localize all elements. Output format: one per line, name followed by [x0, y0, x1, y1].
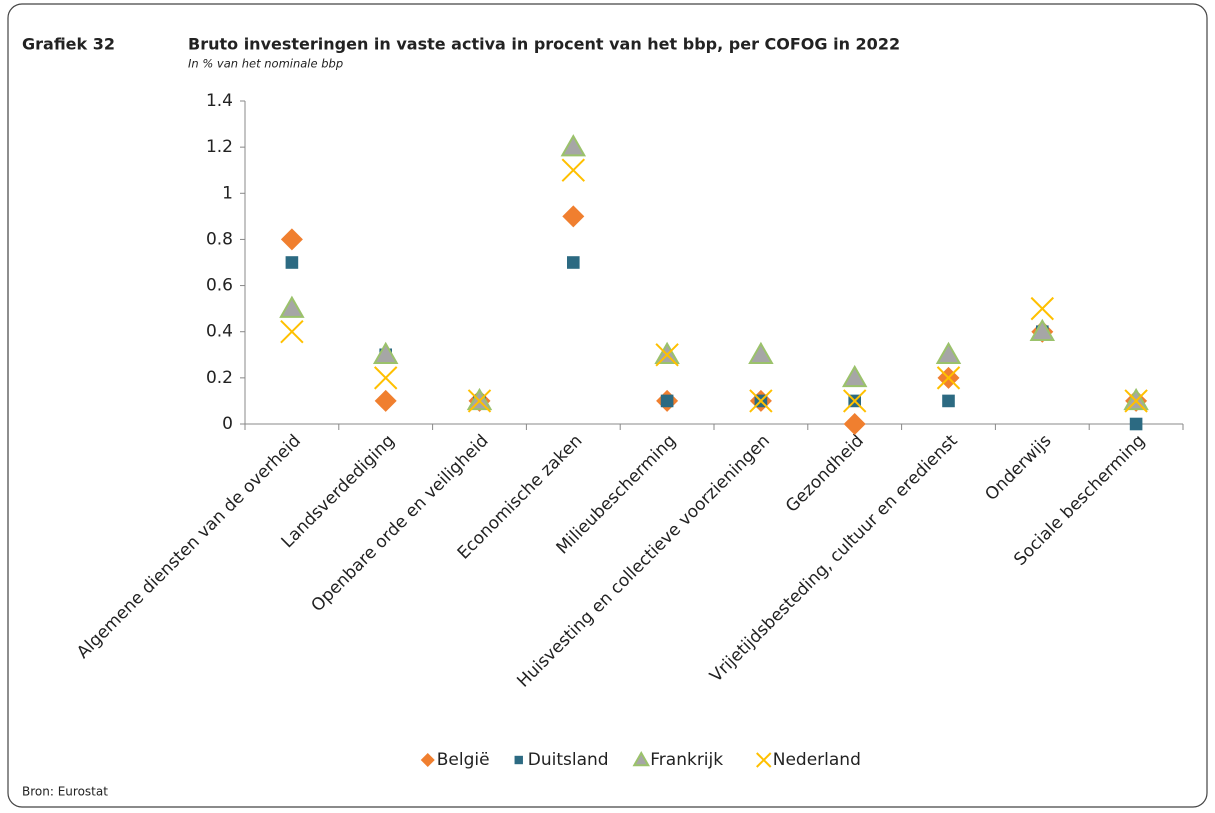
y-tick-label: 0.8: [206, 229, 233, 249]
marker: [560, 134, 587, 157]
legend-marker: [420, 753, 435, 767]
y-tick-label: 1: [222, 183, 233, 203]
chart-number: Grafiek 32: [22, 35, 115, 54]
x-tick-label: Algemene diensten van de overheid: [73, 431, 305, 663]
legend-label: Nederland: [773, 750, 861, 770]
marker: [842, 389, 867, 413]
marker: [843, 413, 866, 435]
source: Bron: Eurostat: [22, 785, 108, 799]
x-tick-label: Openbare orde en veiligheid: [308, 431, 493, 616]
marker: [373, 366, 398, 390]
legend-marker: [632, 750, 650, 767]
marker: [562, 205, 585, 228]
marker: [1129, 417, 1143, 431]
marker: [841, 364, 868, 388]
y-tick-label: 0.4: [206, 322, 233, 342]
marker: [1029, 318, 1056, 341]
marker: [1124, 389, 1148, 413]
marker: [280, 320, 304, 344]
marker: [280, 228, 303, 251]
y-tick-label: 0: [222, 414, 233, 434]
legend-label: België: [437, 750, 490, 770]
marker: [936, 366, 961, 390]
marker: [748, 341, 774, 365]
y-tick-label: 0.6: [206, 276, 233, 296]
legend-marker: [756, 752, 772, 768]
marker: [1030, 296, 1055, 321]
chart-title: Bruto investeringen in vaste activa in p…: [188, 35, 900, 54]
marker: [942, 394, 955, 408]
marker: [567, 256, 580, 269]
marker: [935, 341, 962, 365]
y-tick-label: 1.2: [206, 137, 233, 157]
marker: [372, 341, 399, 365]
marker: [279, 295, 305, 318]
marker: [749, 389, 773, 413]
x-tick-label: Gezondheid: [782, 431, 868, 517]
legend-label: Duitsland: [528, 750, 609, 770]
x-tick-label: Onderwijs: [981, 431, 1055, 505]
frame: [7, 3, 1208, 808]
marker: [655, 343, 679, 367]
chart-subtitle: In % van het nominale bbp: [188, 57, 343, 71]
y-tick-label: 0.2: [206, 368, 233, 388]
y-tick-label: 1.4: [206, 91, 233, 111]
legend-label: Frankrijk: [650, 750, 723, 770]
marker: [467, 389, 492, 413]
marker: [660, 394, 674, 408]
marker: [561, 158, 586, 182]
marker: [374, 389, 397, 412]
marker: [285, 256, 299, 269]
legend-marker: [514, 755, 523, 765]
